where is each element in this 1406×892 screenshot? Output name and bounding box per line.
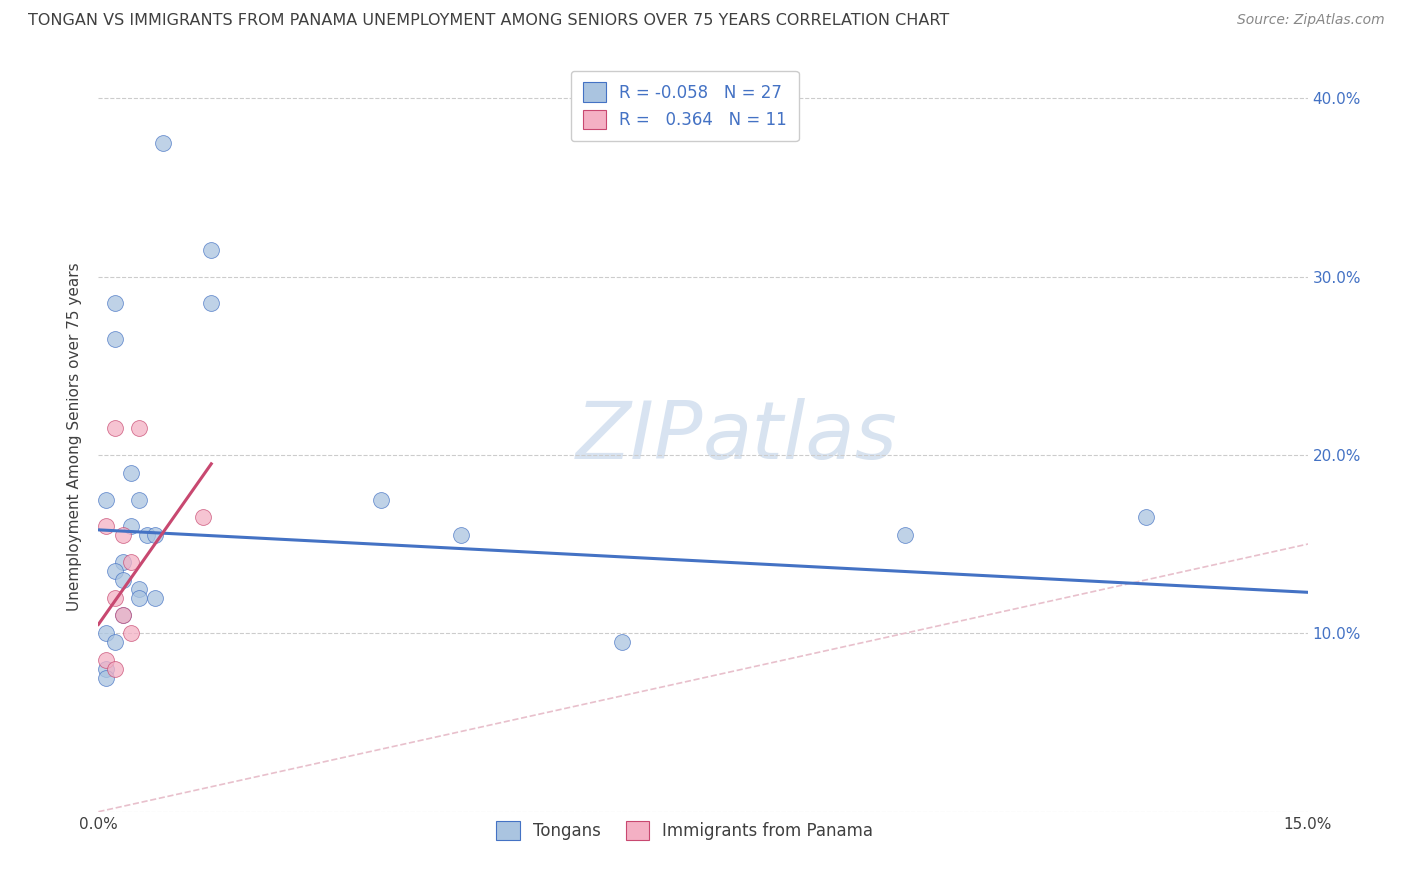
Point [96, 492, 118, 507]
Point [128, 421, 150, 435]
Point [96, 662, 118, 676]
Point [128, 591, 150, 605]
Text: TONGAN VS IMMIGRANTS FROM PANAMA UNEMPLOYMENT AMONG SENIORS OVER 75 YEARS CORREL: TONGAN VS IMMIGRANTS FROM PANAMA UNEMPLO… [28, 13, 949, 29]
Point [193, 510, 215, 524]
Point [128, 492, 150, 507]
Point [96, 653, 118, 667]
Point [103, 662, 125, 676]
Point [120, 519, 142, 533]
Text: Source: ZipAtlas.com: Source: ZipAtlas.com [1237, 13, 1385, 28]
Point [450, 528, 472, 542]
Text: atlas: atlas [703, 398, 898, 476]
Point [152, 136, 174, 150]
Point [370, 492, 392, 507]
Point [96, 519, 118, 533]
Point [103, 635, 125, 649]
Point [103, 332, 125, 346]
Point [103, 591, 125, 605]
Point [111, 555, 134, 569]
Text: ZIP: ZIP [575, 398, 703, 476]
Point [120, 626, 142, 640]
Point [612, 635, 634, 649]
Point [103, 296, 125, 310]
Point [120, 555, 142, 569]
Point [893, 528, 915, 542]
Point [200, 296, 222, 310]
Point [111, 608, 134, 623]
Point [96, 671, 118, 685]
Point [128, 582, 150, 596]
Point [143, 591, 166, 605]
Point [111, 573, 134, 587]
Point [111, 528, 134, 542]
Point [120, 466, 142, 480]
Point [143, 528, 166, 542]
Point [96, 626, 118, 640]
Point [135, 528, 157, 542]
Point [111, 608, 134, 623]
Point [200, 243, 222, 257]
Point [1135, 510, 1157, 524]
Legend: Tongans, Immigrants from Panama: Tongans, Immigrants from Panama [485, 810, 886, 852]
Point [103, 564, 125, 578]
Y-axis label: Unemployment Among Seniors over 75 years: Unemployment Among Seniors over 75 years [67, 263, 83, 611]
Point [103, 421, 125, 435]
